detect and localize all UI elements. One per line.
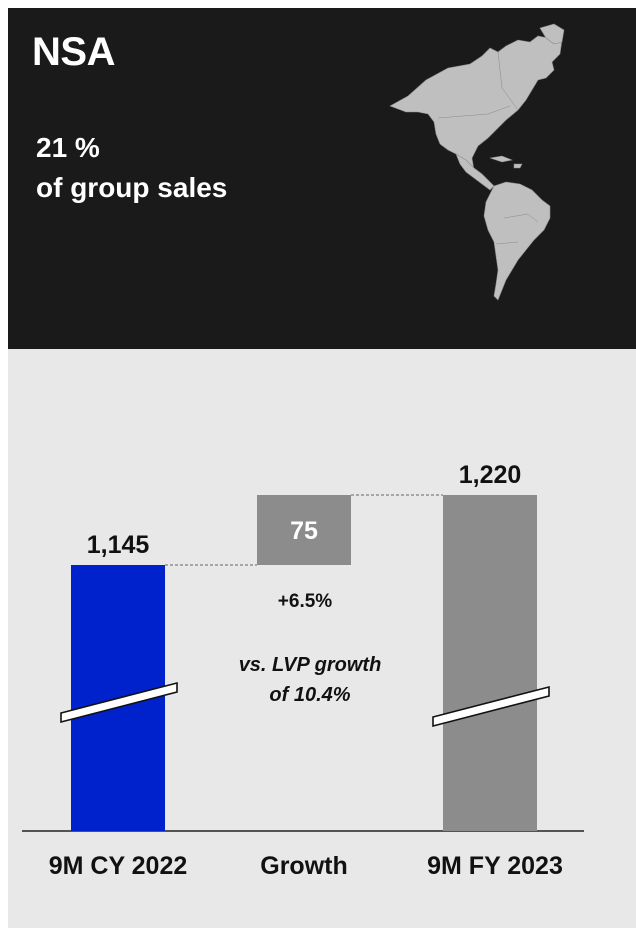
region-title: NSA xyxy=(32,30,115,74)
annotation-line-2: of 10.4% xyxy=(269,684,350,706)
bar-growth xyxy=(257,495,351,565)
axis-break-mark xyxy=(432,685,550,728)
category-label-9m-cy-2022: 9M CY 2022 xyxy=(49,852,188,880)
axis-break-mark xyxy=(60,681,178,724)
data-label-9m-cy-2022: 1,145 xyxy=(87,531,150,559)
share-value: 21 % xyxy=(36,132,100,163)
data-label-growth: 75 xyxy=(290,517,318,545)
share-label: of group sales xyxy=(36,172,228,203)
category-label-9m-fy-2023: 9M FY 2023 xyxy=(427,852,563,880)
annotation-line-1: vs. LVP growth xyxy=(239,654,382,676)
group-sales-share: 21 % of group sales xyxy=(36,128,227,208)
data-label-9m-fy-2023: 1,220 xyxy=(459,461,522,489)
waterfall-chart: 1,145 75 1,220 +6.5% vs. LVP growth of 10.4% 9… xyxy=(22,461,584,880)
category-label-growth: Growth xyxy=(260,852,348,880)
region-header: NSA 21 % of group sales xyxy=(8,8,636,349)
americas-map-icon xyxy=(389,23,565,301)
chart-panel: 1,145 75 1,220 +6.5% vs. LVP growth of 10.4% 9… xyxy=(8,349,636,928)
growth-percent-label: +6.5% xyxy=(278,591,333,612)
bar-9m-fy-2023 xyxy=(443,495,537,831)
